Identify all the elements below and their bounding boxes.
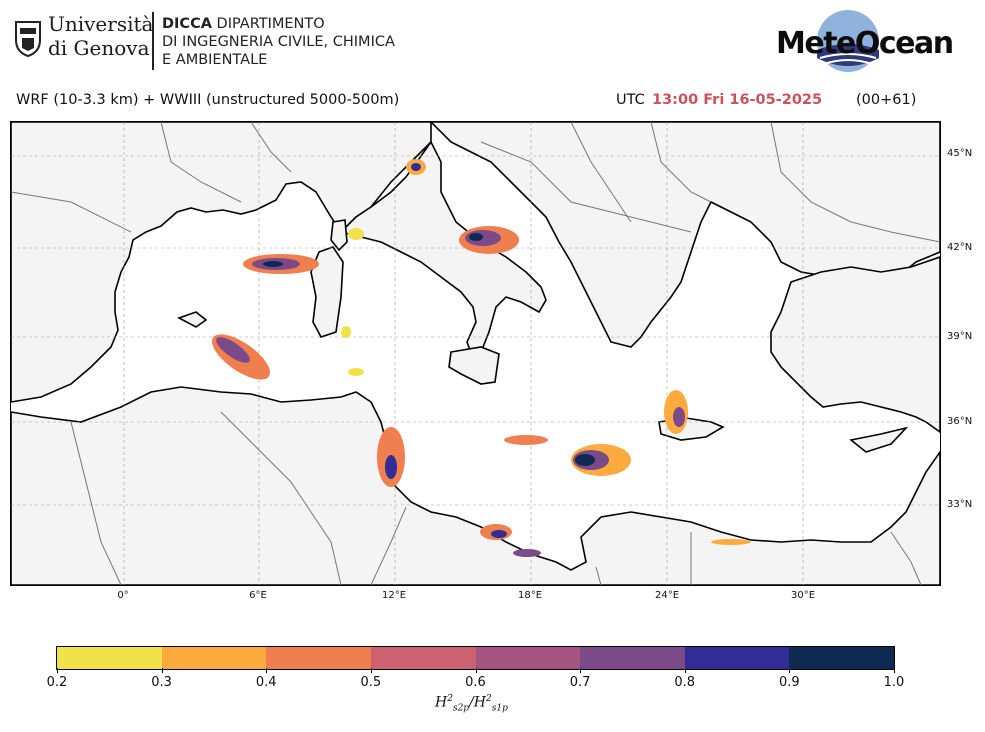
patch-tyrrhenian bbox=[348, 228, 364, 240]
colorbar-tick-label: 0.5 bbox=[360, 675, 382, 690]
swell-ratio-field bbox=[212, 159, 751, 557]
colorbar-segment bbox=[789, 647, 894, 669]
lat-label-45: 45°N bbox=[947, 148, 973, 159]
department-line3: E AMBIENTALE bbox=[162, 52, 268, 68]
unige-crest-icon bbox=[15, 21, 41, 58]
land-europe-west bbox=[11, 122, 432, 403]
patch-south-sicily bbox=[348, 368, 364, 376]
colorbar-title: H2s2p/H2s1p bbox=[435, 694, 508, 714]
land-sardinia bbox=[310, 246, 344, 338]
patch-sirte bbox=[513, 549, 541, 557]
colorbar-tick-label: 0.4 bbox=[255, 675, 277, 690]
colorbar-tick bbox=[475, 668, 477, 673]
land-balearic bbox=[177, 311, 208, 328]
colorbar-segment bbox=[684, 647, 790, 669]
colorbar-segment bbox=[580, 647, 685, 669]
colorbar-tick bbox=[580, 668, 582, 673]
logo-divider bbox=[152, 12, 154, 70]
lon-label-30e: 30°E bbox=[790, 590, 816, 601]
lon-label-6e: 6°E bbox=[249, 590, 267, 601]
colorbar-tick-label: 0.6 bbox=[465, 675, 486, 690]
land-layer bbox=[11, 122, 940, 585]
land-turkey-east bbox=[770, 256, 940, 433]
colorbar-tick-label: 0.7 bbox=[569, 675, 591, 690]
lon-label-24e: 24°E bbox=[654, 590, 680, 601]
colorbar-segment bbox=[161, 647, 267, 669]
colorbar-tick-label: 1.0 bbox=[883, 675, 905, 690]
forecast-time: 13:00 Fri 16-05-2025 bbox=[652, 92, 823, 108]
land-cyprus bbox=[849, 426, 909, 453]
lon-label-12e: 12°E bbox=[381, 590, 407, 601]
lat-label-36: 36°N bbox=[947, 416, 973, 427]
colorbar-tick bbox=[789, 668, 791, 673]
colorbar-tick bbox=[684, 668, 686, 673]
lon-label-0: 0° bbox=[117, 590, 129, 601]
colorbar-tick bbox=[266, 668, 268, 673]
colorbar-tick-label: 0.9 bbox=[779, 675, 800, 690]
land-africa bbox=[11, 386, 940, 585]
colorbar-tick-label: 0.2 bbox=[46, 675, 68, 690]
patch-sardinia-east bbox=[341, 326, 351, 338]
department-line1: DICCA DIPARTIMENTO bbox=[162, 16, 325, 32]
university-name-line1: Università bbox=[48, 12, 154, 36]
colorbar-segment bbox=[57, 647, 162, 669]
colorbar-segment bbox=[370, 647, 476, 669]
map-panel[interactable] bbox=[10, 121, 941, 586]
lead-time: (00+61) bbox=[856, 92, 917, 108]
colorbar-segment bbox=[266, 647, 371, 669]
utc-label: UTC bbox=[616, 92, 645, 108]
borders-layer bbox=[11, 122, 940, 585]
colorbar-segment bbox=[475, 647, 581, 669]
lon-label-18e: 18°E bbox=[517, 590, 543, 601]
land-corsica bbox=[330, 219, 348, 252]
mediterranean-map bbox=[11, 122, 940, 585]
colorbar-tick-label: 0.3 bbox=[151, 675, 172, 690]
colorbar-tick bbox=[370, 668, 372, 673]
lat-label-42: 42°N bbox=[947, 242, 973, 253]
land-sicily bbox=[448, 346, 500, 385]
meteocean-logo-icon bbox=[817, 10, 879, 72]
land-italy bbox=[339, 140, 547, 360]
colorbar-tick-label: 0.8 bbox=[674, 675, 696, 690]
model-description: WRF (10-3.3 km) + WWIII (unstructured 50… bbox=[16, 92, 400, 108]
colorbar-tick bbox=[894, 668, 895, 673]
lat-label-33: 33°N bbox=[947, 499, 973, 510]
university-name-line2: di Genova bbox=[48, 36, 150, 60]
colorbar-tick bbox=[161, 668, 163, 673]
colorbar bbox=[56, 646, 895, 670]
lat-label-39: 39°N bbox=[947, 331, 973, 342]
meteocean-brand-text: MeteOcean bbox=[776, 26, 954, 61]
patch-ionian-south bbox=[504, 435, 548, 445]
department-line2: DI INGEGNERIA CIVILE, CHIMICA bbox=[162, 34, 395, 50]
patch-egypt bbox=[711, 539, 751, 545]
colorbar-tick bbox=[57, 668, 58, 673]
